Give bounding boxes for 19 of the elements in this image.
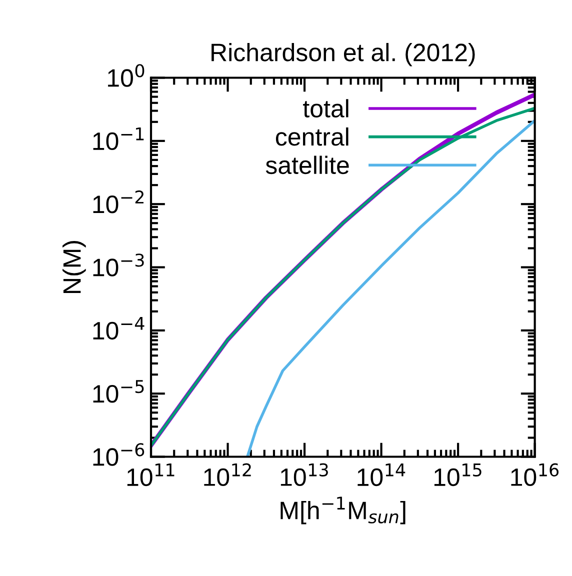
y-tick-label: 10$^{0}$	[108, 64, 144, 87]
x-tick-label: 10$^{12}$	[204, 463, 251, 486]
y-tick-label: 10$^{−2}$	[93, 190, 144, 214]
legend-label: total	[303, 99, 348, 118]
chart-title: Richardson et al. (2012)	[212, 42, 475, 66]
y-tick-label: 10$^{−4}$	[93, 316, 144, 340]
y-tick-label: 10$^{−1}$	[93, 127, 144, 150]
x-tick-label: 10$^{15}$	[434, 463, 482, 486]
legend-label: satellite	[266, 156, 349, 174]
x-tick-label: 10$^{14}$	[358, 463, 406, 486]
y-tick-label: 10$^{−5}$	[93, 380, 144, 403]
x-axis-title: M[h$^{−1}$M$_{sun}$]	[280, 496, 406, 524]
x-tick-label: 10$^{13}$	[280, 463, 328, 486]
y-axis-title: N(M)	[62, 241, 86, 293]
x-tick-label: 10$^{11}$	[127, 463, 174, 486]
y-tick-label: 10$^{−6}$	[93, 443, 144, 466]
x-tick-label: 10$^{16}$	[511, 463, 559, 486]
legend-label: central	[276, 127, 348, 146]
y-tick-label: 10$^{−3}$	[93, 254, 144, 276]
